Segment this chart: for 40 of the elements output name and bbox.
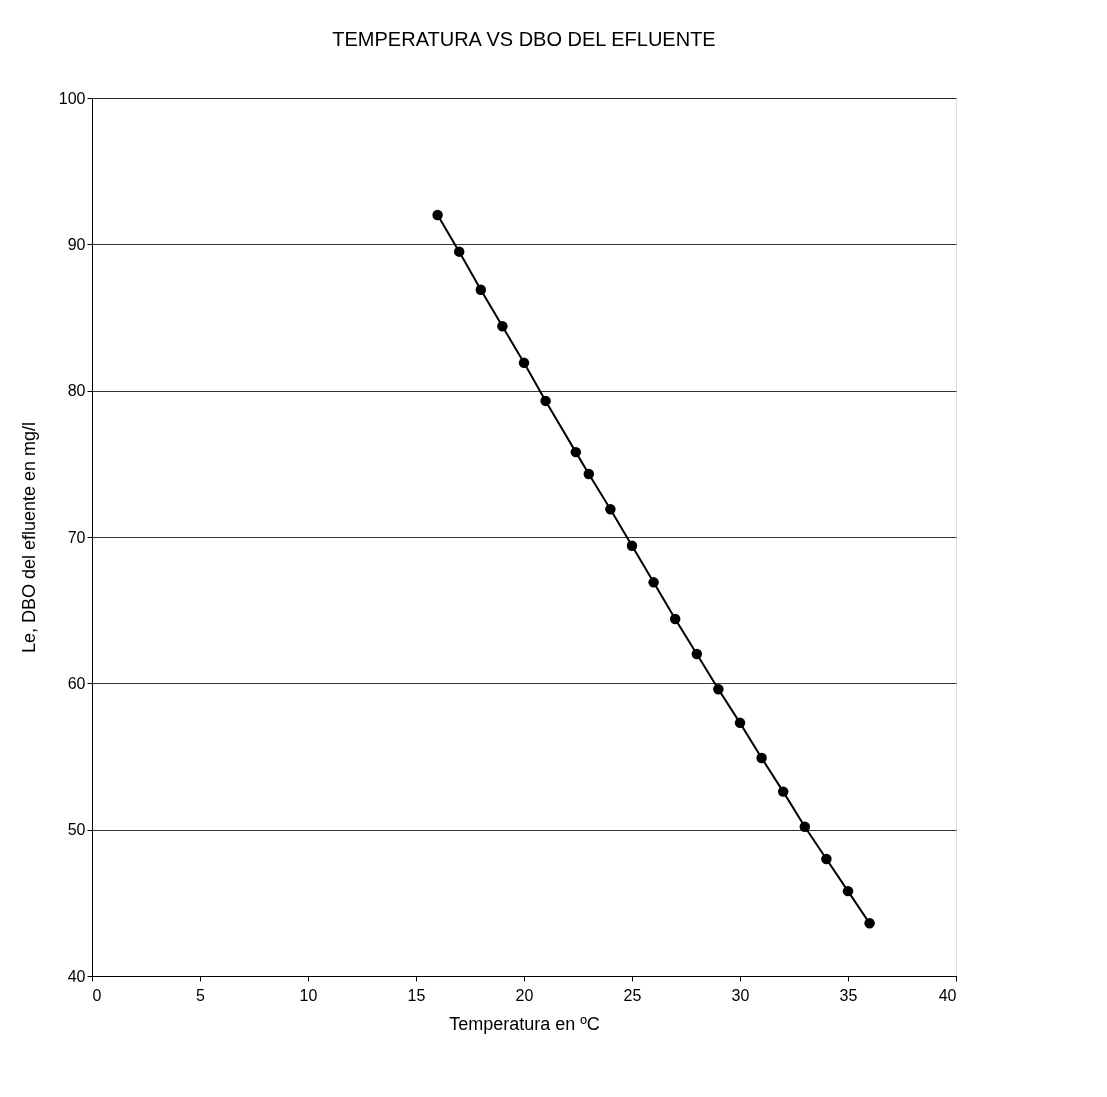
y-tick-label: 60 [67,674,86,692]
y-tick-label: 50 [67,821,86,839]
point [777,786,789,797]
x-tick-label: 15 [407,986,426,1004]
point [821,853,832,865]
point [453,246,465,257]
y-tick-label: 100 [58,89,86,107]
point [864,918,875,929]
x-tick-label: 20 [515,986,534,1004]
point [669,613,681,625]
point [691,648,703,660]
y-tick-label: 70 [67,528,86,546]
point [518,357,530,369]
y-tick-label: 90 [67,235,86,253]
x-tick-label: 5 [196,986,206,1004]
point [570,446,582,458]
x-tick-label: 10 [299,986,318,1004]
point [756,752,767,764]
y-tick-label: 80 [67,382,86,400]
point [497,321,508,332]
y-tick-label: 40 [67,967,86,985]
point [648,577,659,588]
x-axis-title: Temperatura en ºC [449,1013,600,1034]
x-tick-label: 40 [938,986,957,1004]
point [432,209,443,221]
x-tick-label: 35 [839,986,858,1004]
point [540,395,551,407]
y-axis-title: Le, DBO del efluente en mg/l [18,421,39,654]
x-tick-label: 0 [92,986,102,1004]
point [713,683,724,695]
point [475,284,487,295]
point [626,540,638,552]
point [605,503,616,515]
point [842,885,854,897]
chart-title: TEMPERATURA VS DBO DEL EFLUENTE [332,28,716,50]
point [734,717,746,729]
point [583,468,595,480]
x-tick-label: 25 [623,986,642,1004]
point [799,821,811,832]
x-tick-label: 30 [731,986,750,1004]
